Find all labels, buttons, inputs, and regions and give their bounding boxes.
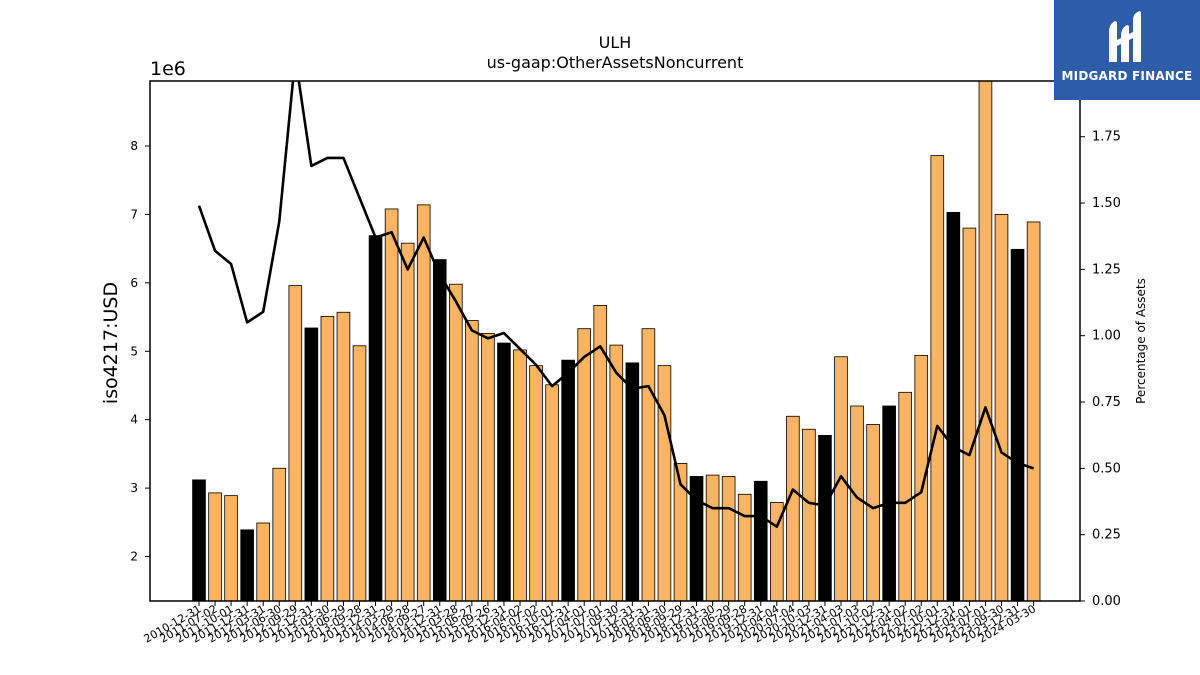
bar <box>352 345 367 602</box>
percent-line <box>197 81 1035 529</box>
bar <box>224 495 238 602</box>
bar <box>256 522 270 602</box>
bar <box>432 259 447 602</box>
y-axis-label: iso4217:USD <box>100 282 122 404</box>
bar <box>288 285 303 602</box>
y-axis-ticks: 2 3 4 5 6 7 8 <box>130 139 150 564</box>
bar <box>705 474 720 602</box>
bar <box>866 424 880 602</box>
y-tick-label: 4 <box>130 413 138 427</box>
y2-tick-label: 1.00 <box>1092 329 1121 344</box>
x-axis-ticks: 2010-12-312011-07-022011-10-012011-12-31… <box>142 601 1038 646</box>
bar <box>625 362 640 602</box>
plot-frame <box>149 80 1081 602</box>
y-tick-label: 7 <box>130 207 138 221</box>
chart-subtitle: us-gaap:OtherAssetsNoncurrent <box>487 53 744 72</box>
bar <box>384 208 399 602</box>
y2-tick-label: 0.75 <box>1092 395 1121 410</box>
y-tick-label: 8 <box>130 139 138 153</box>
bar <box>320 315 335 602</box>
y2-axis-ticks: 0.00 0.25 0.50 0.75 1.00 1.25 1.50 1.75 <box>1080 130 1121 609</box>
bar <box>930 155 945 602</box>
y2-tick-label: 0.00 <box>1092 594 1121 609</box>
bar <box>898 391 912 602</box>
bar <box>448 283 463 602</box>
bar <box>400 242 415 602</box>
y-tick-label: 6 <box>130 276 138 290</box>
bar <box>641 328 656 602</box>
bar <box>561 359 575 602</box>
y2-tick-label: 1.25 <box>1092 262 1121 277</box>
chart-title: ULH <box>599 33 632 52</box>
y2-axis-label: Percentage of Assets <box>1134 278 1148 404</box>
midgard-logo-icon <box>1109 11 1141 62</box>
bar <box>240 529 254 602</box>
bar <box>529 365 543 602</box>
bar <box>753 480 768 602</box>
bar <box>368 235 383 602</box>
bar <box>272 467 287 602</box>
bar <box>481 333 495 602</box>
bars-group <box>192 80 1041 602</box>
bar <box>513 349 527 602</box>
y2-tick-label: 1.50 <box>1092 196 1121 211</box>
y-offset-label: 1e6 <box>150 58 186 80</box>
y-tick-label: 2 <box>130 550 138 564</box>
bar <box>1026 221 1041 602</box>
bar <box>208 492 222 602</box>
y2-tick-label: 0.25 <box>1092 528 1121 543</box>
bar <box>657 365 672 602</box>
bar <box>850 405 864 602</box>
y-tick-label: 3 <box>130 481 138 495</box>
bar <box>609 344 624 602</box>
bar <box>336 311 351 602</box>
y2-tick-label: 0.50 <box>1092 461 1121 476</box>
bar <box>946 211 961 602</box>
bar <box>1010 248 1025 602</box>
brand-logo: MIDGARD FINANCE <box>1054 0 1200 100</box>
bar <box>786 415 800 602</box>
bar <box>465 320 479 602</box>
line-group <box>197 81 1035 529</box>
logo-text: MIDGARD FINANCE <box>1061 69 1193 83</box>
bar <box>545 384 559 602</box>
bar <box>577 328 591 602</box>
bar <box>737 493 752 602</box>
y-tick-label: 5 <box>130 344 138 358</box>
bar <box>497 342 511 602</box>
bar <box>304 327 319 602</box>
bar <box>962 227 977 602</box>
bar <box>416 204 431 602</box>
bar <box>978 80 993 602</box>
y2-tick-label: 1.75 <box>1092 130 1121 145</box>
bar <box>818 435 832 602</box>
bar <box>994 214 1009 602</box>
bar <box>192 479 206 602</box>
bar <box>721 476 736 602</box>
bar <box>802 428 816 602</box>
